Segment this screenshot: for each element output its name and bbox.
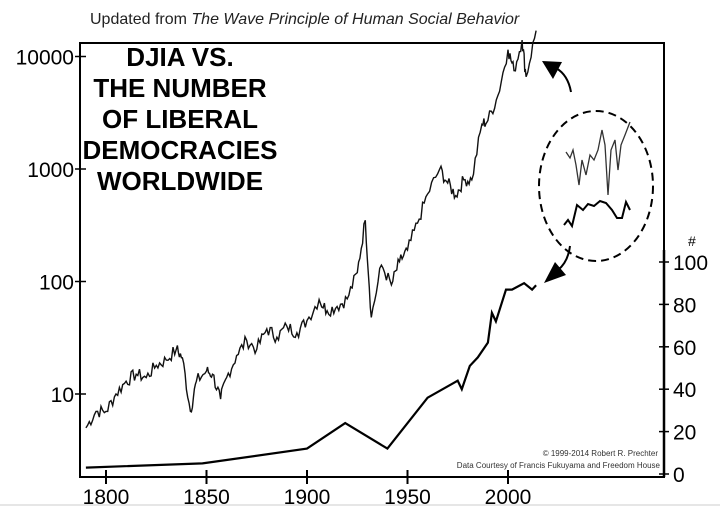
right-y-tick-label: 40 xyxy=(673,379,696,402)
right-axis-label: # xyxy=(688,233,696,249)
title-line: DJIA VS. xyxy=(126,42,233,72)
x-tick-label: 1950 xyxy=(384,486,431,509)
left-y-tick-label: 1000 xyxy=(27,159,74,182)
right-y-tick-label: 100 xyxy=(673,252,708,275)
right-y-tick-label: 0 xyxy=(673,464,685,487)
inset-democracies-line xyxy=(563,199,631,229)
inset-djia-line xyxy=(565,121,631,196)
right-y-tick-label: 20 xyxy=(673,422,696,445)
title-line: THE NUMBER xyxy=(93,73,267,103)
upper-arrow-head-icon xyxy=(542,61,562,79)
source-text: Data Courtesy of Francis Fukuyama and Fr… xyxy=(457,461,661,470)
x-tick-label: 1900 xyxy=(284,486,331,509)
x-tick-label: 1800 xyxy=(83,486,130,509)
upper-arrow-shaft xyxy=(555,67,572,93)
left-y-tick-label: 10 xyxy=(51,384,74,407)
inset-zoom-ellipse xyxy=(538,110,654,262)
democracies-series-line xyxy=(85,281,537,469)
x-tick-label: 2000 xyxy=(485,486,532,509)
right-y-tick-label: 60 xyxy=(673,337,696,360)
left-y-tick-label: 10000 xyxy=(16,47,74,70)
lower-arrow-shaft xyxy=(557,245,571,271)
title-line: WORLDWIDE xyxy=(97,166,263,196)
title-line: OF LIBERAL xyxy=(102,104,258,134)
copyright-text: © 1999-2014 Robert R. Prechter xyxy=(543,449,659,458)
right-y-tick-label: 80 xyxy=(673,294,696,317)
left-y-tick-label: 100 xyxy=(39,272,74,295)
title-line: DEMOCRACIES xyxy=(82,135,277,165)
x-tick-label: 1850 xyxy=(183,486,230,509)
lower-arrow-head-icon xyxy=(544,262,566,283)
djia-series-line xyxy=(85,30,537,429)
chart-subtitle: Updated from The Wave Principle of Human… xyxy=(90,11,520,28)
